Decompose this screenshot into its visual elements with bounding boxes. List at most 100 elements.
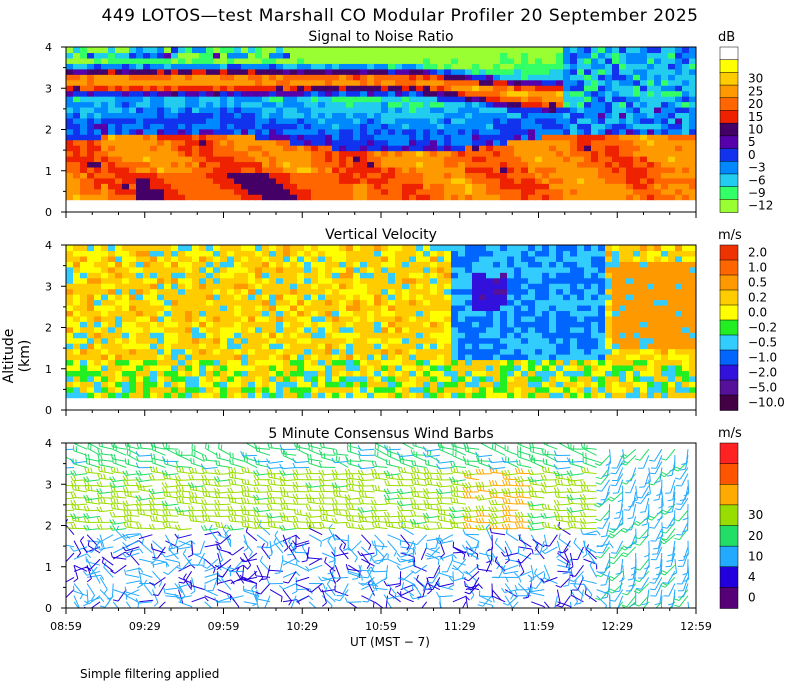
- snr-cell: [689, 156, 696, 163]
- snr-cell: [661, 47, 669, 54]
- snr-cell: [423, 96, 431, 103]
- snr-cell: [486, 183, 494, 190]
- vv-cell: [283, 315, 291, 322]
- snr-cell: [150, 96, 158, 103]
- snr-cell: [668, 112, 676, 119]
- snr-cell: [437, 63, 445, 70]
- snr-cell: [360, 156, 368, 163]
- snr-cell: [185, 68, 193, 75]
- vv-cell: [514, 386, 522, 393]
- snr-cell: [241, 156, 249, 163]
- snr-cell: [661, 194, 669, 201]
- snr-cell: [556, 194, 564, 201]
- snr-cell: [325, 96, 333, 103]
- snr-cell: [577, 128, 585, 135]
- snr-cell: [227, 112, 235, 119]
- snr-cell: [101, 134, 109, 141]
- snr-cell: [549, 79, 557, 86]
- vv-cell: [675, 310, 683, 317]
- snr-cell: [514, 128, 522, 135]
- snr-cell: [311, 123, 319, 130]
- snr-cell: [395, 85, 403, 92]
- vv-cell: [661, 364, 669, 371]
- vv-cell: [297, 375, 305, 382]
- vv-cell: [472, 310, 480, 317]
- snr-cell: [633, 139, 641, 146]
- snr-cell: [248, 57, 256, 64]
- snr-cell: [682, 166, 690, 173]
- snr-cell: [108, 150, 116, 157]
- vv-cell: [381, 337, 389, 344]
- snr-cell: [654, 156, 662, 163]
- snr-cell: [283, 52, 291, 59]
- vv-cell: [304, 370, 312, 377]
- vv-cell: [199, 381, 207, 388]
- vv-cell: [367, 294, 375, 301]
- snr-cell: [444, 90, 452, 97]
- vv-cell: [633, 370, 641, 377]
- vv-cell: [444, 277, 452, 284]
- snr-cell: [654, 145, 662, 152]
- vv-cell: [451, 266, 459, 273]
- snr-cell: [80, 145, 88, 152]
- snr-cell: [304, 166, 312, 173]
- snr-cell: [563, 150, 571, 157]
- snr-cell: [430, 68, 438, 75]
- vv-cell: [416, 381, 424, 388]
- vv-cell: [549, 337, 557, 344]
- vv-cell: [563, 386, 571, 393]
- snr-cell: [689, 96, 696, 103]
- snr-cell: [521, 139, 529, 146]
- snr-cell: [591, 52, 599, 59]
- snr-cell: [87, 194, 95, 201]
- snr-cell: [647, 101, 655, 108]
- vv-cell: [458, 392, 466, 399]
- snr-cell: [381, 177, 389, 184]
- snr-cell: [269, 57, 277, 64]
- vv-cell: [388, 283, 396, 290]
- vv-cell: [549, 354, 557, 361]
- snr-cell: [234, 139, 242, 146]
- vv-cell: [276, 321, 284, 328]
- snr-cell: [276, 156, 284, 163]
- snr-cell: [297, 106, 305, 114]
- vv-cell: [192, 359, 200, 366]
- snr-cell: [472, 139, 480, 146]
- vv-cell: [108, 272, 116, 279]
- snr-cell: [171, 117, 179, 124]
- snr-cell: [122, 150, 130, 157]
- snr-cell: [416, 57, 424, 64]
- vv-cell: [598, 321, 606, 328]
- snr-cell: [612, 128, 620, 135]
- vv-cell: [619, 250, 627, 257]
- vv-cell: [563, 332, 571, 339]
- vv-cell: [374, 381, 382, 388]
- vv-cell: [444, 326, 452, 333]
- snr-cell: [136, 145, 144, 152]
- snr-cell: [458, 177, 466, 184]
- vv-cell: [276, 315, 284, 322]
- snr-cell: [444, 79, 452, 86]
- snr-cell: [339, 145, 347, 152]
- snr-cell: [647, 139, 655, 146]
- snr-cell: [465, 183, 473, 190]
- snr-cell: [598, 183, 606, 190]
- snr-cell: [416, 128, 424, 135]
- snr-cell: [521, 166, 529, 173]
- vv-cell: [612, 359, 620, 366]
- vv-cell: [668, 304, 676, 312]
- vv-cell: [66, 392, 74, 399]
- snr-cell: [248, 172, 256, 179]
- vv-cell: [472, 245, 480, 252]
- snr-cell: [409, 47, 417, 54]
- vv-cell: [493, 354, 501, 361]
- snr-cell: [584, 145, 592, 152]
- vv-cell: [668, 370, 676, 377]
- vv-cell: [339, 326, 347, 333]
- vv-cell: [94, 315, 102, 322]
- vv-cell: [178, 381, 186, 388]
- vv-cell: [332, 337, 340, 344]
- snr-cell: [444, 112, 452, 119]
- vv-cell: [150, 283, 158, 290]
- snr-cell: [675, 166, 683, 173]
